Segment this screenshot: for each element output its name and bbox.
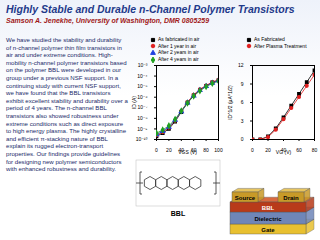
svg-text:VG (V): VG (V): [276, 149, 292, 155]
svg-text:0: 0: [241, 136, 244, 142]
svg-text:Gate: Gate: [261, 227, 275, 233]
html-text:As fabricated in air: As fabricated in air: [158, 36, 200, 42]
svg-text:10⁻⁵: 10⁻⁵: [137, 83, 147, 89]
html-text:After 1 year in air: After 1 year in air: [158, 42, 197, 49]
svg-text:10⁻⁸: 10⁻⁸: [137, 115, 147, 121]
html-text:After 2 years in air: After 2 years in air: [158, 49, 199, 56]
svg-text:BBL: BBL: [171, 210, 186, 217]
svg-text:VGS (V): VGS (V): [178, 149, 197, 155]
svg-text:10⁻⁷: 10⁻⁷: [137, 104, 147, 110]
svg-text:Dielectric: Dielectric: [254, 216, 282, 222]
svg-text:80: 80: [203, 147, 209, 153]
svg-text:80: 80: [312, 147, 318, 153]
svg-text:10⁻³: 10⁻³: [138, 62, 148, 68]
svg-text:Drain: Drain: [283, 195, 299, 201]
svg-text:Source: Source: [235, 195, 256, 201]
svg-text:0: 0: [155, 147, 158, 153]
html-text:As Fabricated: As Fabricated: [254, 36, 285, 42]
svg-text:100: 100: [214, 147, 223, 153]
html-text:After 4 years in air: After 4 years in air: [158, 56, 199, 62]
svg-text:ID^1/2 (μA^1/2): ID^1/2 (μA^1/2): [227, 85, 233, 120]
svg-text:ID (A): ID (A): [131, 96, 137, 109]
svg-text:10⁻⁶: 10⁻⁶: [137, 94, 147, 100]
html-text:We have studied the stability: We have studied the stability and durabi…: [6, 36, 128, 173]
svg-text:12: 12: [238, 62, 244, 68]
html-text:Samson A. Jenekhe, University: Samson A. Jenekhe, University of Washing…: [6, 17, 210, 24]
svg-text:3: 3: [241, 118, 244, 124]
html-text:Highly Stable and Durable n-Ch: Highly Stable and Durable n-Channel Poly…: [6, 3, 295, 15]
svg-text:60: 60: [296, 147, 302, 153]
svg-text:9: 9: [241, 81, 244, 87]
svg-text:10⁻⁴: 10⁻⁴: [137, 73, 147, 79]
svg-text:0: 0: [251, 147, 254, 153]
svg-text:10⁻⁹: 10⁻⁹: [137, 126, 147, 132]
svg-text:20: 20: [166, 147, 172, 153]
svg-text:6: 6: [241, 99, 244, 105]
svg-text:20: 20: [265, 147, 271, 153]
html-text:After Plasma Treatment: After Plasma Treatment: [254, 42, 307, 49]
svg-text:BBL: BBL: [262, 205, 275, 211]
svg-text:10⁻¹⁰: 10⁻¹⁰: [136, 136, 148, 142]
